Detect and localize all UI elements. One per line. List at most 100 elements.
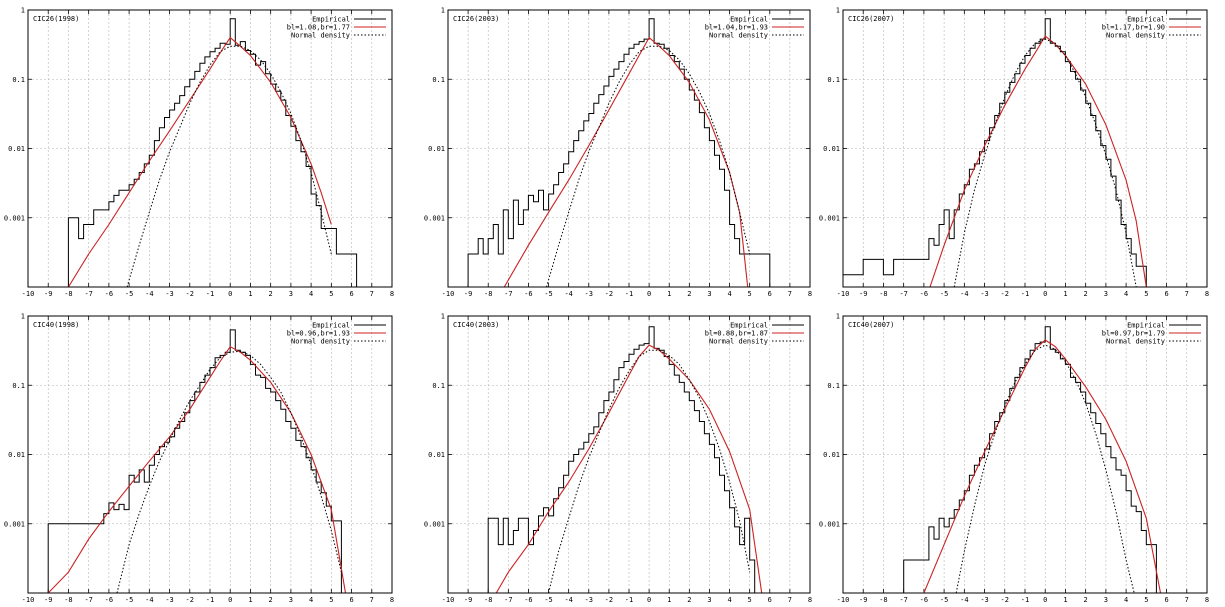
x-tick-label: -9 bbox=[44, 290, 52, 298]
legend-label: bl=1.04,br=1.93 bbox=[705, 24, 768, 32]
x-tick-label: -6 bbox=[920, 596, 928, 604]
empirical-series-line bbox=[67, 18, 358, 287]
y-tick-label: 0.001 bbox=[819, 214, 840, 222]
plot-frame bbox=[27, 315, 393, 594]
y-tick-label: 1 bbox=[21, 7, 25, 15]
x-tick-label: 4 bbox=[1124, 596, 1128, 604]
y-tick-label: 0.001 bbox=[4, 520, 25, 528]
y-tick-label: 0.001 bbox=[424, 214, 445, 222]
x-tick-label: -9 bbox=[464, 596, 472, 604]
legend-label: bl=0.96,br=1.93 bbox=[287, 330, 350, 338]
x-tick-label: -6 bbox=[105, 290, 113, 298]
x-tick-label: -8 bbox=[64, 596, 72, 604]
x-tick-label: 2 bbox=[269, 290, 273, 298]
x-tick-label: -7 bbox=[899, 596, 907, 604]
series-group bbox=[843, 18, 1167, 287]
legend-label: Normal density bbox=[1106, 338, 1165, 346]
x-tick-label: 0 bbox=[647, 596, 651, 604]
y-tick-label: 0.1 bbox=[827, 382, 840, 390]
x-tick-label: 4 bbox=[309, 596, 313, 604]
legend-label: Empirical bbox=[730, 322, 768, 330]
x-tick-label: -5 bbox=[544, 596, 552, 604]
x-tick-label: -8 bbox=[484, 596, 492, 604]
plot-frame bbox=[842, 9, 1208, 288]
fitted-series-line bbox=[929, 35, 1147, 287]
panel-annotation: CIC26(1998) bbox=[33, 15, 79, 23]
x-tick-label: 7 bbox=[1185, 290, 1189, 298]
legend-label: bl=0.97,br=1.79 bbox=[1102, 330, 1165, 338]
x-tick-label: 5 bbox=[329, 290, 333, 298]
y-tick-label: 0.1 bbox=[432, 76, 445, 84]
chart-panel-5: -10 -9 -8 -7 -6 -5 -4 -3 -2 -1 0 1 2 3 4 5 6 7 80.0010.010… bbox=[424, 313, 812, 605]
y-tick-label: 0.001 bbox=[819, 520, 840, 528]
panel-annotation: CIC40(1998) bbox=[33, 321, 79, 329]
chart-panel-1: -10 -9 -8 -7 -6 -5 -4 -3 -2 -1 0 1 2 3 4 5 6 7 80.0010.010… bbox=[4, 7, 394, 299]
x-tick-label: 5 bbox=[1144, 290, 1148, 298]
x-tick-label: 0 bbox=[228, 290, 232, 298]
grid-lines bbox=[843, 10, 1207, 287]
empirical-series-line bbox=[903, 326, 1177, 593]
series-group bbox=[67, 18, 358, 287]
x-tick-label: -1 bbox=[206, 596, 214, 604]
x-tick-label: 7 bbox=[370, 596, 374, 604]
y-tick-label: 1 bbox=[21, 313, 25, 321]
grid-lines bbox=[843, 316, 1207, 593]
x-tick-label: 0 bbox=[647, 290, 651, 298]
x-tick-label: -2 bbox=[1001, 596, 1009, 604]
x-tick-label: -4 bbox=[145, 596, 153, 604]
legend-label: Empirical bbox=[312, 16, 350, 24]
x-tick-label: -7 bbox=[504, 290, 512, 298]
x-tick-label: 8 bbox=[808, 290, 812, 298]
chart-panel-6: -10 -9 -8 -7 -6 -5 -4 -3 -2 -1 0 1 2 3 4 5 6 7 80.0010.010… bbox=[819, 313, 1209, 605]
x-tick-label: -10 bbox=[837, 596, 850, 604]
chart-panel-3: -10 -9 -8 -7 -6 -5 -4 -3 -2 -1 0 1 2 3 4 5 6 7 80.0010.010… bbox=[819, 7, 1209, 299]
x-tick-label: -2 bbox=[605, 596, 613, 604]
x-tick-label: 5 bbox=[748, 290, 752, 298]
x-tick-label: -8 bbox=[879, 596, 887, 604]
x-tick-label: -7 bbox=[84, 596, 92, 604]
x-tick-label: -4 bbox=[564, 290, 572, 298]
empirical-series-line bbox=[467, 18, 771, 287]
x-tick-label: -7 bbox=[84, 290, 92, 298]
x-tick-label: -8 bbox=[484, 290, 492, 298]
legend-label: bl=1.17,br=1.90 bbox=[1102, 24, 1165, 32]
y-tick-label: 0.01 bbox=[823, 145, 840, 153]
x-tick-label: 6 bbox=[768, 290, 772, 298]
x-tick-label: -9 bbox=[859, 290, 867, 298]
x-tick-label: -3 bbox=[980, 596, 988, 604]
x-tick-label: -5 bbox=[125, 596, 133, 604]
x-tick-label: 4 bbox=[727, 290, 731, 298]
x-tick-label: 0 bbox=[1043, 290, 1047, 298]
empirical-series-line bbox=[843, 18, 1167, 287]
plot-frame bbox=[447, 9, 811, 288]
x-tick-label: -2 bbox=[1001, 290, 1009, 298]
x-tick-label: 1 bbox=[667, 290, 671, 298]
x-tick-label: -4 bbox=[564, 596, 572, 604]
x-tick-label: -6 bbox=[524, 596, 532, 604]
legend-label: Empirical bbox=[1127, 322, 1165, 330]
x-tick-label: -3 bbox=[980, 290, 988, 298]
panel-annotation: CIC40(2003) bbox=[453, 321, 499, 329]
panel-annotation: CIC26(2007) bbox=[848, 15, 894, 23]
x-tick-label: 6 bbox=[349, 596, 353, 604]
x-tick-label: -4 bbox=[960, 290, 968, 298]
x-tick-label: -3 bbox=[165, 290, 173, 298]
x-tick-label: -1 bbox=[625, 290, 633, 298]
y-tick-label: 0.1 bbox=[432, 382, 445, 390]
x-tick-label: -10 bbox=[442, 290, 455, 298]
x-tick-label: -4 bbox=[960, 596, 968, 604]
x-tick-label: 3 bbox=[707, 290, 711, 298]
legend-label: Normal density bbox=[1106, 32, 1165, 40]
y-tick-label: 0.01 bbox=[823, 451, 840, 459]
normal-density-series-line bbox=[116, 350, 342, 593]
y-tick-label: 0.01 bbox=[8, 145, 25, 153]
x-tick-label: 0 bbox=[1043, 596, 1047, 604]
x-tick-label: 2 bbox=[687, 596, 691, 604]
empirical-series-line bbox=[487, 326, 765, 593]
x-tick-label: 1 bbox=[1063, 596, 1067, 604]
